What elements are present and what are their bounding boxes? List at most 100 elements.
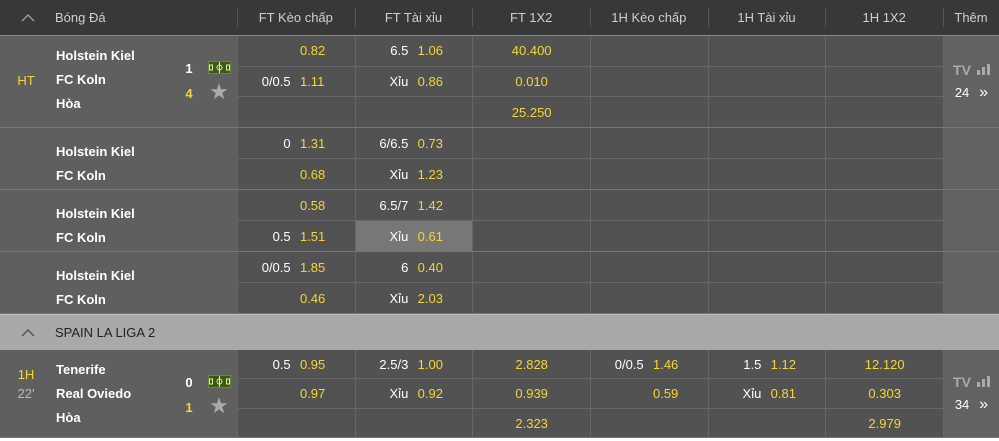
odds-cell[interactable]: 0.97 xyxy=(237,379,355,409)
odds-cell[interactable] xyxy=(708,67,826,98)
odds-cell[interactable]: Xỉu 2.03 xyxy=(356,283,473,314)
odds-cell[interactable] xyxy=(590,36,708,67)
match-teams[interactable]: HT Holstein Kiel FC Koln Hòa 1 4 ★ xyxy=(0,36,237,128)
odds-cell[interactable]: 0.82 xyxy=(237,36,355,67)
stats-bars-icon[interactable] xyxy=(976,376,990,388)
odds-cell[interactable] xyxy=(826,252,943,284)
odds-value[interactable]: 0.86 xyxy=(417,74,443,90)
odds-cell[interactable] xyxy=(826,190,943,222)
odds-cell[interactable] xyxy=(591,159,708,190)
match-teams[interactable]: Holstein Kiel FC Koln xyxy=(0,190,237,252)
odds-cell[interactable] xyxy=(708,252,826,284)
odds-cell[interactable] xyxy=(473,190,590,222)
odds-value[interactable]: 2.323 xyxy=(515,415,548,431)
odds-value[interactable]: 0.68 xyxy=(299,167,326,183)
odds-cell[interactable] xyxy=(826,67,943,98)
odds-value[interactable]: 25.250 xyxy=(511,105,552,121)
odds-cell[interactable]: 0.010 xyxy=(473,67,590,98)
odds-value[interactable]: 1.85 xyxy=(299,259,326,275)
more-count-button[interactable]: 34 » xyxy=(955,396,988,414)
odds-cell[interactable] xyxy=(238,409,355,438)
odds-cell[interactable]: 0.5 0.95 xyxy=(237,350,355,380)
odds-value[interactable]: 0.81 xyxy=(770,386,796,402)
odds-cell[interactable]: Xỉu 0.81 xyxy=(708,379,826,409)
odds-value[interactable]: 0.59 xyxy=(652,386,679,402)
odds-cell[interactable]: 2.323 xyxy=(473,409,590,438)
odds-cell[interactable] xyxy=(826,159,943,190)
odds-cell[interactable]: 0/0.5 1.46 xyxy=(590,350,708,380)
odds-value[interactable]: 1.11 xyxy=(299,74,325,90)
odds-cell[interactable]: Xỉu 0.92 xyxy=(355,379,473,409)
odds-cell[interactable]: 0/0.5 1.85 xyxy=(237,252,355,284)
odds-cell[interactable] xyxy=(826,97,943,128)
odds-cell[interactable] xyxy=(591,283,708,314)
odds-cell[interactable]: 2.979 xyxy=(826,409,943,438)
odds-cell[interactable]: 2.5/3 1.00 xyxy=(355,350,473,380)
odds-value[interactable]: 0.40 xyxy=(417,259,443,275)
odds-value[interactable]: 1.12 xyxy=(770,356,796,372)
odds-value[interactable]: 0.303 xyxy=(868,386,901,402)
odds-value[interactable]: 0.010 xyxy=(515,74,548,90)
odds-cell[interactable]: 6/6.5 0.73 xyxy=(355,128,473,160)
more-count-button[interactable]: 24 » xyxy=(955,84,988,102)
odds-value[interactable]: 0.58 xyxy=(299,197,326,213)
odds-cell[interactable]: 0.303 xyxy=(826,379,943,409)
odds-cell[interactable]: 0.939 xyxy=(473,379,590,409)
odds-cell[interactable] xyxy=(473,159,590,190)
more-markets[interactable]: TV 24 » xyxy=(943,36,999,128)
odds-cell[interactable] xyxy=(238,97,355,128)
odds-value[interactable]: 1.00 xyxy=(417,356,443,372)
odds-cell[interactable] xyxy=(708,128,826,160)
odds-value[interactable]: 0.46 xyxy=(299,291,326,307)
match-teams[interactable]: Holstein Kiel FC Koln xyxy=(0,252,237,314)
odds-value[interactable]: 1.51 xyxy=(299,229,326,245)
odds-cell[interactable] xyxy=(473,252,590,284)
more-markets[interactable] xyxy=(943,190,999,252)
odds-cell[interactable] xyxy=(356,409,473,438)
more-markets[interactable]: TV 34 » xyxy=(943,350,999,437)
odds-value[interactable]: 12.120 xyxy=(864,356,905,372)
odds-cell[interactable]: 0.46 xyxy=(238,283,355,314)
odds-cell[interactable] xyxy=(826,221,943,252)
favorite-star-icon[interactable]: ★ xyxy=(209,79,229,104)
odds-value[interactable]: 0.92 xyxy=(417,386,443,402)
odds-value[interactable]: 1.31 xyxy=(299,135,326,151)
favorite-star-icon[interactable]: ★ xyxy=(209,393,229,419)
more-markets[interactable] xyxy=(943,252,999,314)
odds-cell[interactable]: 1.5 1.12 xyxy=(708,350,826,380)
odds-cell[interactable]: 6.5/7 1.42 xyxy=(355,190,473,222)
match-teams[interactable]: 1H 22' Tenerife Real Oviedo Hòa 0 1 ★ xyxy=(0,350,237,437)
tv-badge[interactable]: TV xyxy=(953,374,990,390)
odds-cell[interactable]: 25.250 xyxy=(473,97,590,128)
odds-cell[interactable] xyxy=(826,283,943,314)
tv-badge[interactable]: TV xyxy=(953,62,990,78)
collapse-chevron-icon[interactable] xyxy=(0,328,55,338)
league-header[interactable]: SPAIN LA LIGA 2 xyxy=(0,314,999,351)
odds-cell[interactable]: 12.120 xyxy=(826,350,943,380)
odds-cell[interactable] xyxy=(591,409,708,438)
match-teams[interactable]: Holstein Kiel FC Koln xyxy=(0,128,237,190)
odds-cell[interactable] xyxy=(709,409,826,438)
more-markets[interactable] xyxy=(943,128,999,190)
odds-cell[interactable]: Xỉu 0.86 xyxy=(355,67,473,98)
live-pitch-icon[interactable] xyxy=(208,61,231,74)
odds-cell[interactable] xyxy=(709,159,826,190)
odds-cell[interactable]: 6.5 1.06 xyxy=(355,36,473,67)
odds-value[interactable]: 1.06 xyxy=(417,43,443,59)
odds-cell[interactable] xyxy=(709,97,826,128)
odds-cell[interactable]: 0.58 xyxy=(237,190,355,222)
odds-cell[interactable] xyxy=(709,283,826,314)
odds-value[interactable]: 0.97 xyxy=(299,386,326,402)
odds-value[interactable]: 1.23 xyxy=(417,167,443,183)
collapse-chevron-icon[interactable] xyxy=(0,13,55,23)
odds-cell[interactable]: 0 1.31 xyxy=(237,128,355,160)
live-pitch-icon[interactable] xyxy=(208,375,231,389)
odds-value[interactable]: 1.46 xyxy=(652,356,679,372)
odds-value[interactable]: 2.03 xyxy=(417,291,443,307)
odds-value[interactable]: 2.828 xyxy=(515,356,548,372)
odds-value[interactable]: 1.42 xyxy=(417,197,443,213)
stats-bars-icon[interactable] xyxy=(976,64,990,76)
odds-cell[interactable] xyxy=(590,252,708,284)
odds-cell[interactable] xyxy=(473,283,590,314)
odds-cell[interactable] xyxy=(826,128,943,160)
